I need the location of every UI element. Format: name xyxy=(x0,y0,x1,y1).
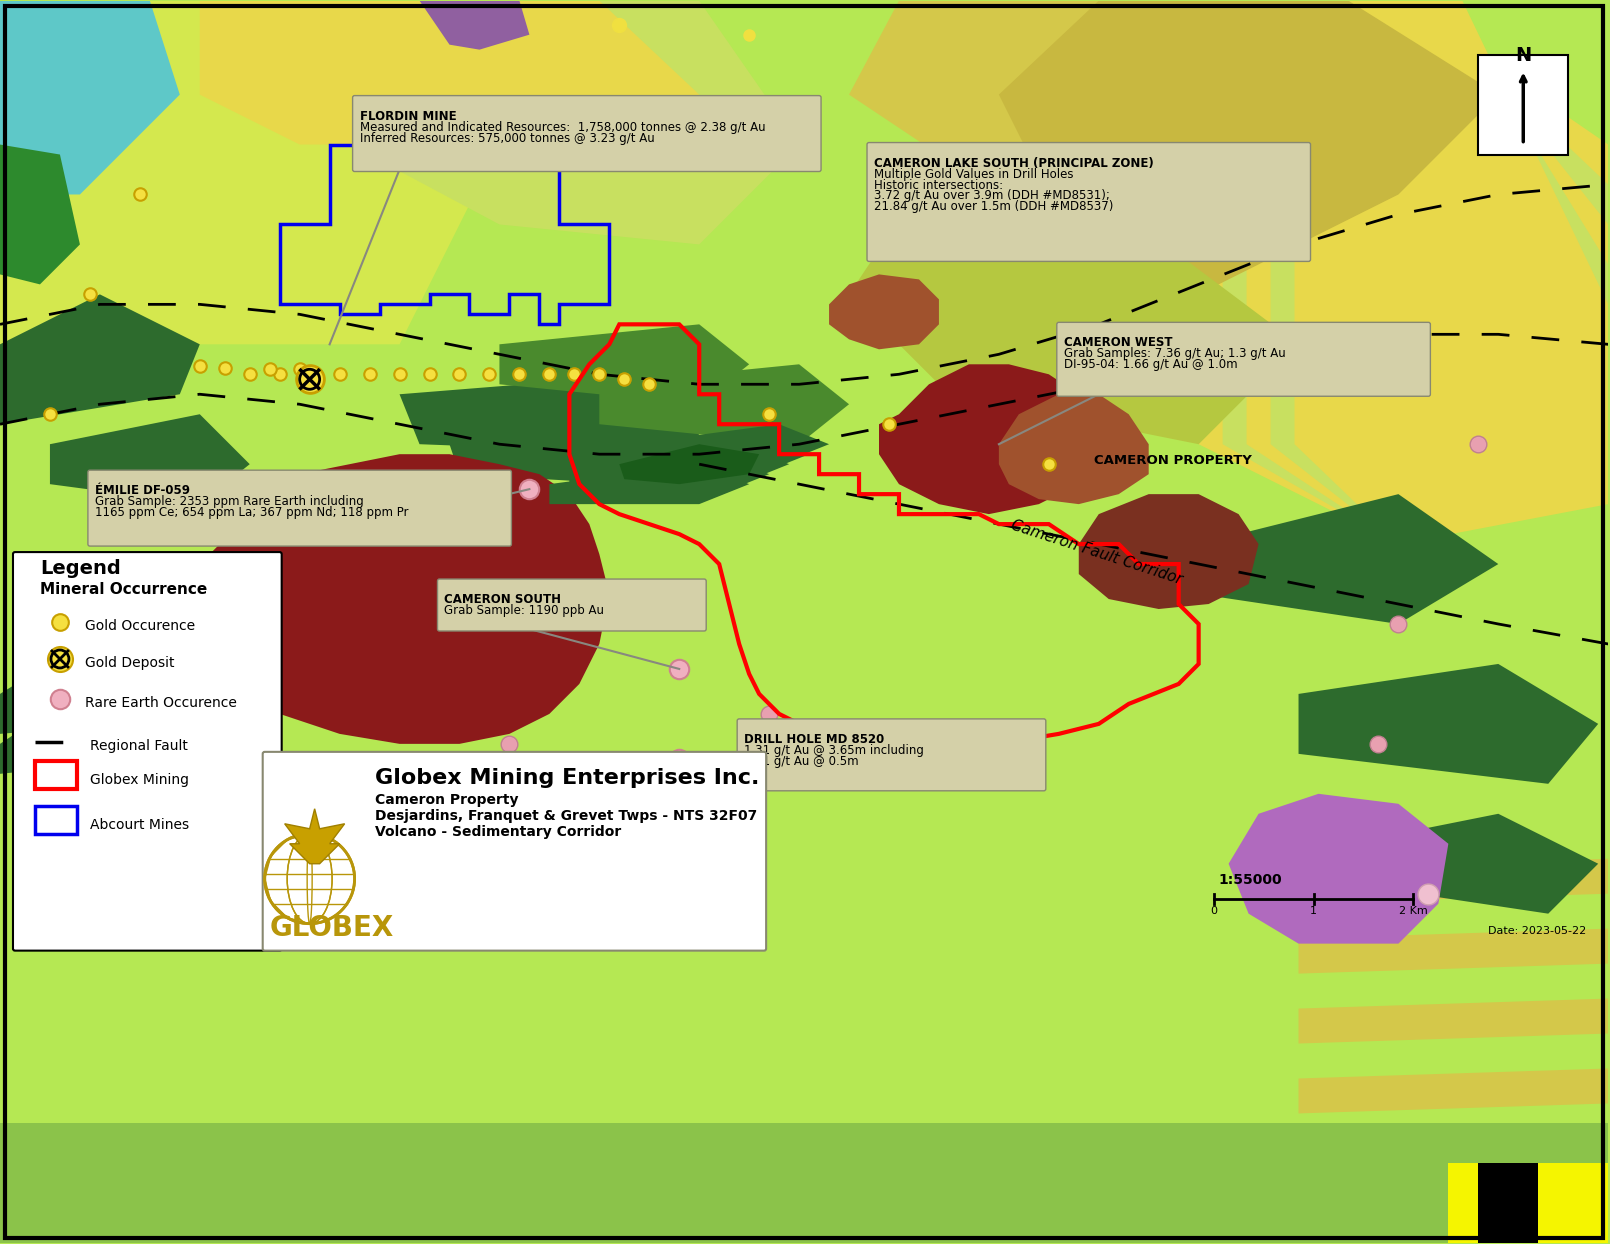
Text: CAMERON PROPERTY: CAMERON PROPERTY xyxy=(1093,454,1251,468)
Text: 1: 1 xyxy=(1311,906,1317,916)
Polygon shape xyxy=(299,1,799,244)
Text: 7.31 g/t Au @ 0.5m: 7.31 g/t Au @ 0.5m xyxy=(744,755,858,768)
Text: N: N xyxy=(1515,46,1531,65)
Polygon shape xyxy=(1349,814,1599,913)
Text: 21.84 g/t Au over 1.5m (DDH #MD8537): 21.84 g/t Au over 1.5m (DDH #MD8537) xyxy=(874,200,1114,214)
Polygon shape xyxy=(848,1,1299,244)
Text: Grab Samples: 7.36 g/t Au; 1.3 g/t Au: Grab Samples: 7.36 g/t Au; 1.3 g/t Au xyxy=(1064,347,1285,361)
Polygon shape xyxy=(1246,1,1608,544)
Polygon shape xyxy=(1079,494,1259,610)
Polygon shape xyxy=(998,1,1499,295)
FancyBboxPatch shape xyxy=(353,96,821,172)
Polygon shape xyxy=(998,394,1148,504)
Bar xyxy=(1478,55,1568,154)
Polygon shape xyxy=(449,424,658,484)
Text: CAMERON WEST: CAMERON WEST xyxy=(1064,336,1172,350)
Text: Rare Earth Occurence: Rare Earth Occurence xyxy=(85,695,237,710)
Bar xyxy=(35,806,77,833)
Text: 1165 ppm Ce; 654 ppm La; 367 ppm Nd; 118 ppm Pr: 1165 ppm Ce; 654 ppm La; 367 ppm Nd; 118… xyxy=(95,506,409,519)
Polygon shape xyxy=(1299,999,1608,1044)
Polygon shape xyxy=(0,644,150,734)
Text: 1:55000: 1:55000 xyxy=(1219,873,1282,887)
Text: Gold Occurence: Gold Occurence xyxy=(85,620,195,633)
Text: Legend: Legend xyxy=(40,559,121,578)
Text: 0: 0 xyxy=(1211,906,1217,916)
Text: Globex Mining: Globex Mining xyxy=(90,773,188,786)
Polygon shape xyxy=(879,364,1098,514)
Polygon shape xyxy=(1449,1163,1608,1243)
Polygon shape xyxy=(0,1123,1608,1243)
Polygon shape xyxy=(1198,1,1608,544)
Polygon shape xyxy=(1478,1163,1538,1243)
Polygon shape xyxy=(549,464,749,504)
Text: ÉMILIE DF-059: ÉMILIE DF-059 xyxy=(95,484,190,498)
Text: Historic intersections:: Historic intersections: xyxy=(874,178,1003,192)
Polygon shape xyxy=(609,434,810,474)
Bar xyxy=(35,761,77,789)
Polygon shape xyxy=(829,275,939,350)
Polygon shape xyxy=(1299,664,1599,784)
Text: Abcourt Mines: Abcourt Mines xyxy=(90,817,188,832)
Polygon shape xyxy=(599,364,848,444)
Polygon shape xyxy=(1294,1,1608,544)
Text: Volcano - Sedimentary Corridor: Volcano - Sedimentary Corridor xyxy=(375,825,621,838)
Text: Grab Sample: 2353 ppm Rare Earth including: Grab Sample: 2353 ppm Rare Earth includi… xyxy=(95,495,364,508)
Polygon shape xyxy=(0,1,499,345)
Polygon shape xyxy=(620,444,760,484)
Polygon shape xyxy=(1222,1,1608,544)
Polygon shape xyxy=(50,414,250,504)
Polygon shape xyxy=(589,444,789,484)
FancyBboxPatch shape xyxy=(89,470,512,546)
Polygon shape xyxy=(1198,494,1499,624)
Text: Regional Fault: Regional Fault xyxy=(90,739,188,753)
Text: Gold Deposit: Gold Deposit xyxy=(85,656,174,671)
Text: Multiple Gold Values in Drill Holes: Multiple Gold Values in Drill Holes xyxy=(874,168,1074,180)
Text: Cameron Fault Corridor: Cameron Fault Corridor xyxy=(1009,518,1183,587)
Polygon shape xyxy=(0,144,80,285)
Text: 1.31 g/t Au @ 3.65m including: 1.31 g/t Au @ 3.65m including xyxy=(744,744,924,756)
Polygon shape xyxy=(1270,1,1608,544)
Polygon shape xyxy=(420,1,530,50)
Polygon shape xyxy=(399,374,720,454)
Polygon shape xyxy=(1228,794,1449,944)
Text: DI-95-04: 1.66 g/t Au @ 1.0m: DI-95-04: 1.66 g/t Au @ 1.0m xyxy=(1064,358,1238,371)
Polygon shape xyxy=(285,809,345,863)
Polygon shape xyxy=(1299,858,1608,903)
Polygon shape xyxy=(200,1,699,144)
Polygon shape xyxy=(570,454,770,494)
FancyBboxPatch shape xyxy=(1056,322,1430,397)
Text: Globex Mining Enterprises Inc.: Globex Mining Enterprises Inc. xyxy=(375,768,758,787)
FancyBboxPatch shape xyxy=(737,719,1046,791)
FancyBboxPatch shape xyxy=(262,751,766,950)
Polygon shape xyxy=(499,325,749,404)
Polygon shape xyxy=(1299,1069,1608,1113)
Text: Inferred Resources: 575,000 tonnes @ 3.23 g/t Au: Inferred Resources: 575,000 tonnes @ 3.2… xyxy=(359,132,654,144)
FancyBboxPatch shape xyxy=(438,578,707,631)
Polygon shape xyxy=(0,295,200,424)
Text: Grab Sample: 1190 ppb Au: Grab Sample: 1190 ppb Au xyxy=(444,605,604,617)
Text: Mineral Occurrence: Mineral Occurrence xyxy=(40,582,208,597)
Text: DRILL HOLE MD 8520: DRILL HOLE MD 8520 xyxy=(744,733,884,746)
Text: 2 Km: 2 Km xyxy=(1399,906,1428,916)
FancyBboxPatch shape xyxy=(868,143,1311,261)
Text: Cameron Property: Cameron Property xyxy=(375,792,518,807)
Text: Desjardins, Franquet & Grevet Twps - NTS 32F07: Desjardins, Franquet & Grevet Twps - NTS… xyxy=(375,809,757,822)
Polygon shape xyxy=(0,1,180,194)
Text: GLOBEX: GLOBEX xyxy=(270,913,394,942)
Text: CAMERON SOUTH: CAMERON SOUTH xyxy=(444,593,562,606)
Text: Date: 2023-05-22: Date: 2023-05-22 xyxy=(1488,926,1586,935)
Text: 3.72 g/t Au over 3.9m (DDH #MD8531);: 3.72 g/t Au over 3.9m (DDH #MD8531); xyxy=(874,189,1109,203)
Polygon shape xyxy=(0,644,200,774)
FancyBboxPatch shape xyxy=(13,552,282,950)
Polygon shape xyxy=(630,424,829,464)
Text: Measured and Indicated Resources:  1,758,000 tonnes @ 2.38 g/t Au: Measured and Indicated Resources: 1,758,… xyxy=(359,121,765,133)
Text: FLORDIN MINE: FLORDIN MINE xyxy=(359,109,456,123)
Polygon shape xyxy=(200,454,609,744)
Text: CAMERON LAKE SOUTH (PRINCIPAL ZONE): CAMERON LAKE SOUTH (PRINCIPAL ZONE) xyxy=(874,157,1154,169)
Polygon shape xyxy=(1299,929,1608,974)
Polygon shape xyxy=(848,144,1299,444)
